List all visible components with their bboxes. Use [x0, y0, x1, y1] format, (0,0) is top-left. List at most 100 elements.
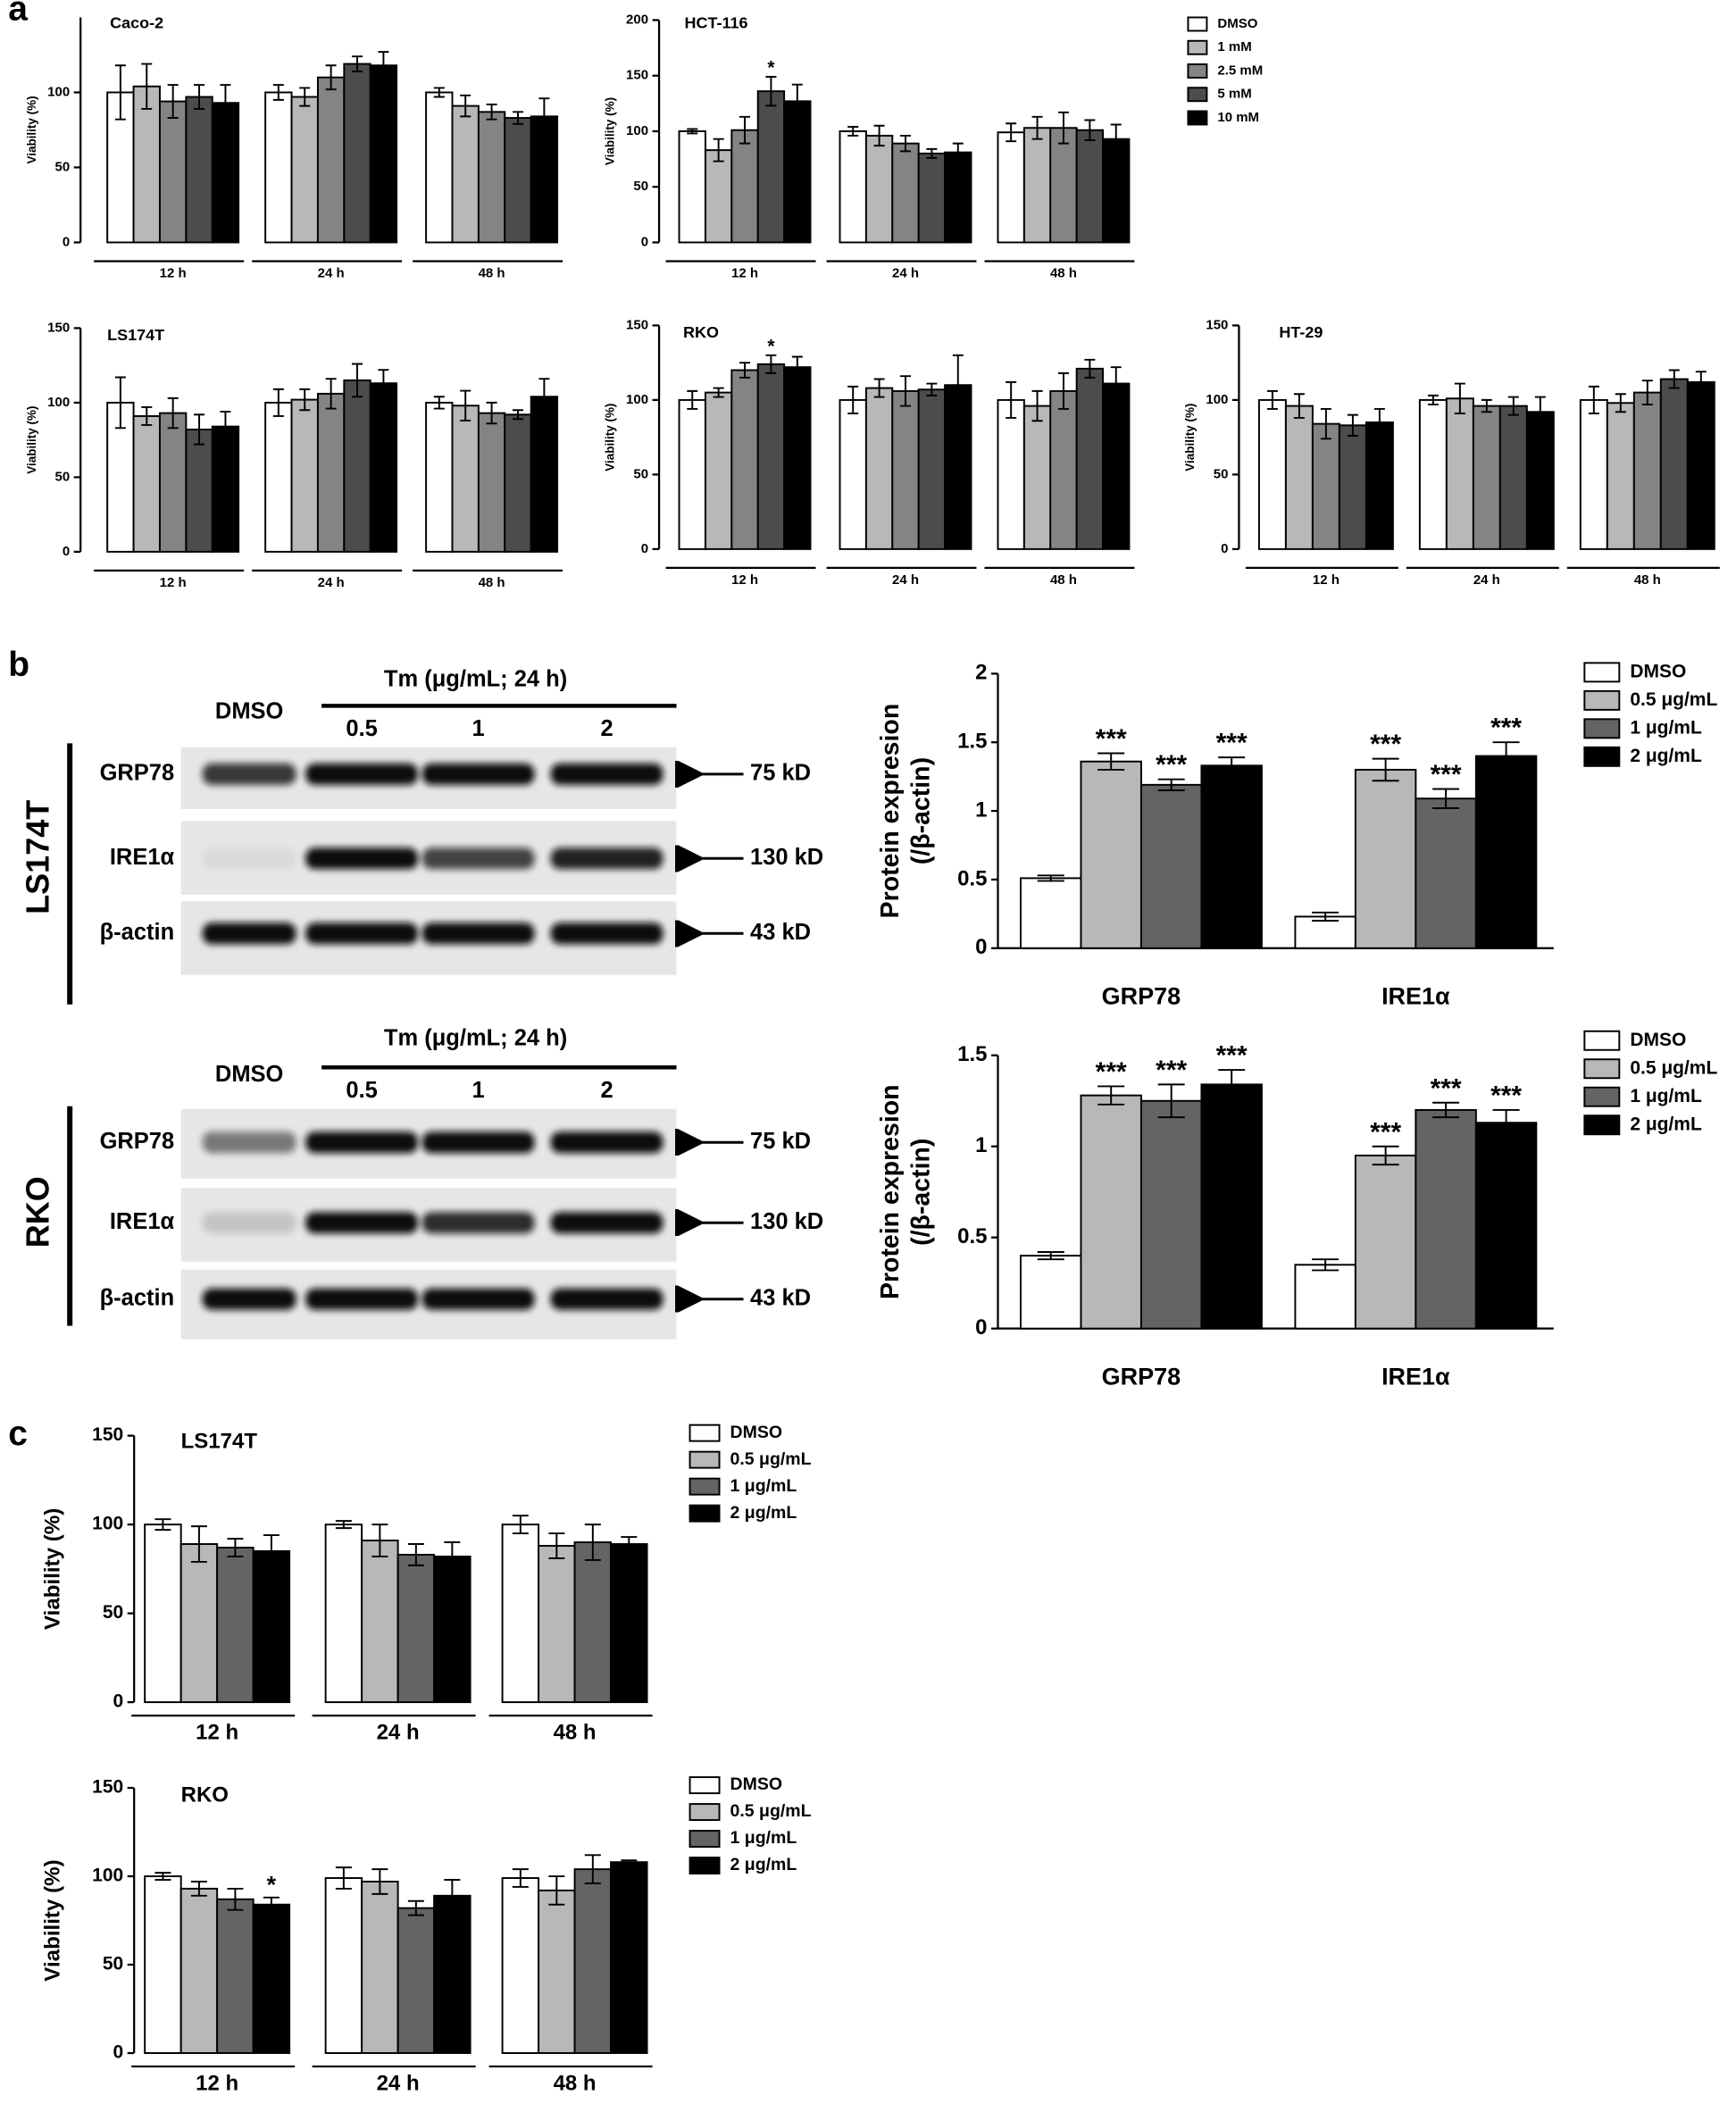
y-tick-label: 100 — [47, 395, 70, 410]
bar — [530, 396, 559, 553]
error-bar — [220, 410, 231, 443]
significance-label: *** — [1490, 1081, 1522, 1110]
bar — [730, 369, 759, 550]
error-bar — [227, 1887, 244, 1911]
x-tick-label: 48 h — [479, 575, 505, 590]
error-bar — [1057, 111, 1069, 145]
x-tick-label: 24 h — [892, 266, 919, 281]
bar — [610, 1543, 648, 1704]
y-axis-label: Protein expresion — [876, 704, 905, 919]
legend-swatch — [1187, 16, 1208, 32]
y-tick-label: 50 — [633, 179, 648, 194]
legend-swatch — [1187, 87, 1208, 103]
error-bar — [227, 1538, 244, 1557]
error-bar — [952, 142, 964, 163]
bar — [316, 76, 346, 244]
error-bar — [407, 1543, 424, 1566]
legend-swatch — [689, 1477, 721, 1496]
legend-swatch — [1583, 662, 1621, 683]
bar — [216, 1898, 255, 2054]
bar — [1294, 1264, 1356, 1330]
error-bar — [1157, 1083, 1185, 1119]
bar — [369, 382, 398, 553]
error-bar — [444, 1879, 461, 1913]
y-tick-label: 0 — [113, 2042, 124, 2063]
bar — [917, 152, 947, 244]
y-tick-label: 0 — [641, 541, 648, 556]
bar — [158, 412, 188, 553]
bar — [185, 428, 213, 553]
error-bar — [141, 63, 153, 110]
y-tick-label: 150 — [47, 320, 70, 335]
error-bar — [167, 397, 179, 430]
error-bar — [1641, 380, 1653, 405]
bar — [730, 129, 759, 244]
blot-band — [202, 1131, 296, 1154]
error-bar — [407, 1899, 424, 1916]
error-bar — [1454, 382, 1465, 414]
bar — [216, 1547, 255, 1704]
bar — [1022, 405, 1052, 550]
bar — [1659, 378, 1689, 550]
y-tick-label: 1.5 — [957, 730, 987, 754]
error-bar — [444, 1541, 461, 1572]
chart-title: Caco-2 — [110, 14, 163, 32]
error-bar — [791, 83, 803, 120]
y-axis-label: Viability (%) — [1183, 404, 1197, 472]
lane-label: 2 — [600, 1078, 613, 1103]
y-tick-label: 0 — [1221, 541, 1228, 556]
bar — [264, 401, 293, 553]
cell-line-label: RKO — [20, 1176, 56, 1248]
error-bar — [765, 76, 777, 107]
blot-band — [305, 1288, 419, 1310]
bar — [144, 1875, 182, 2054]
legend-swatch — [689, 1830, 721, 1849]
error-bar — [325, 378, 337, 410]
legend-swatch — [689, 1857, 721, 1875]
error-bar — [1006, 122, 1017, 143]
bar — [504, 117, 532, 244]
bar — [1474, 755, 1538, 949]
bar — [891, 389, 920, 550]
bar — [678, 398, 706, 550]
bar — [1075, 129, 1105, 244]
error-bar — [1432, 788, 1460, 809]
bar — [1686, 380, 1715, 550]
bar — [1080, 760, 1142, 949]
error-bar — [1312, 911, 1340, 922]
y-tick-label: 100 — [626, 392, 648, 407]
bar — [501, 1523, 540, 1704]
x-tick-label: 24 h — [892, 572, 919, 588]
size-label: 130 kD — [750, 1209, 823, 1234]
bar — [1102, 138, 1131, 244]
blot-band — [421, 922, 535, 945]
bar — [396, 1907, 436, 2054]
blot-band — [202, 1288, 296, 1310]
y-tick-label: 200 — [626, 12, 648, 27]
blot-band — [305, 1212, 419, 1234]
blot-band — [305, 847, 419, 870]
error-bar — [114, 64, 126, 121]
y-tick-label: 0 — [113, 1691, 124, 1712]
error-bar — [739, 115, 751, 145]
error-bar — [791, 355, 803, 379]
x-tick-label: 12 h — [160, 575, 187, 590]
legend-label: DMSO — [1630, 1030, 1686, 1050]
y-axis-label: (/β-actin) — [906, 757, 935, 864]
protein-label: IRE1α — [110, 1209, 175, 1234]
bar — [573, 1868, 613, 2054]
error-bar — [1110, 123, 1122, 154]
bar — [839, 398, 867, 550]
bar — [1139, 1099, 1203, 1330]
legend-label: 2 μg/mL — [1630, 1114, 1702, 1134]
error-bar — [873, 378, 885, 398]
x-tick-label: 48 h — [1050, 266, 1077, 281]
y-tick-label: 150 — [626, 68, 648, 83]
error-bar — [1312, 1258, 1340, 1272]
blot-band — [421, 847, 535, 870]
error-bar — [1084, 358, 1096, 379]
x-tick-label: 24 h — [1473, 572, 1500, 588]
lane-label: 2 — [600, 716, 613, 741]
legend-swatch — [689, 1450, 721, 1469]
error-bar — [1006, 380, 1017, 419]
